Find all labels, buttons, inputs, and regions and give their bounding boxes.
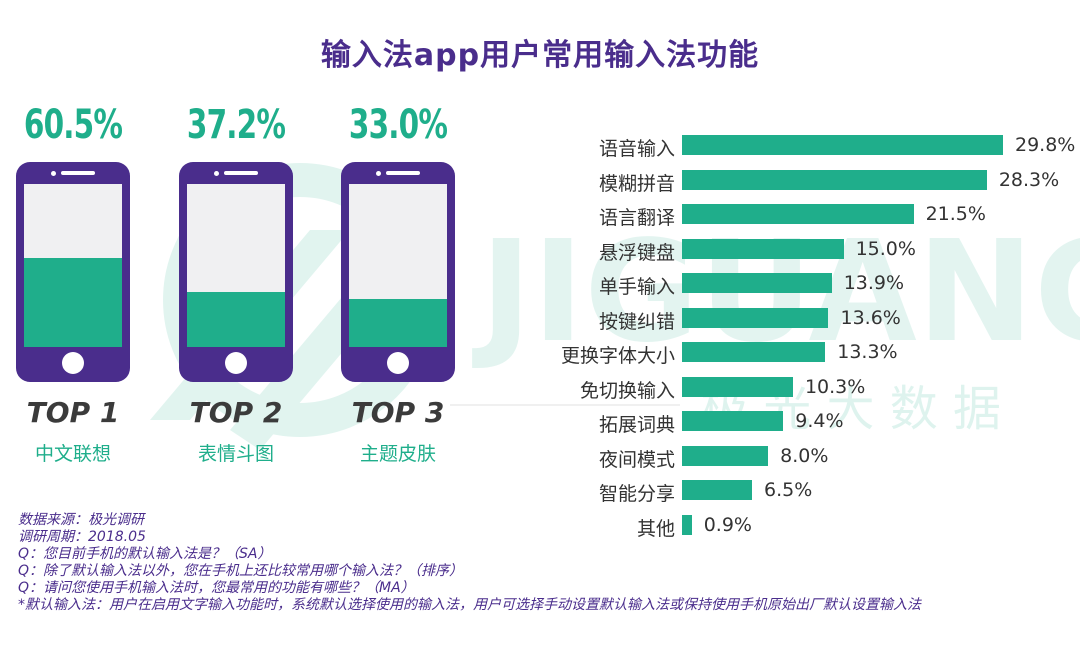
- bar-category-label: 悬浮键盘: [598, 241, 675, 264]
- note-q3: Q：请问您使用手机输入法时，您最常用的功能有哪些？（MA）: [18, 580, 415, 596]
- top-percent: 37.2%: [186, 102, 286, 148]
- bar: [682, 514, 692, 535]
- bar-value-label: 10.3%: [804, 375, 866, 398]
- phone-screen: [187, 184, 285, 347]
- bar-category-label: 单手输入: [598, 276, 675, 298]
- bar-value-label: 28.3%: [998, 168, 1060, 191]
- bar-category-label: 其他: [636, 517, 675, 540]
- bar-value-label: 8.0%: [780, 444, 829, 467]
- bar-row: 语音输入 29.8%: [430, 128, 1080, 162]
- bar: [682, 273, 832, 293]
- top-rank: TOP 1: [26, 396, 120, 429]
- bar-category-label: 语音输入: [598, 138, 675, 160]
- phone-icon: [16, 162, 130, 382]
- bar-category-label: 智能分享: [598, 483, 675, 505]
- phone-icon: [179, 162, 293, 382]
- bar-category-label: 更换字体大小: [560, 345, 675, 367]
- bar: [682, 204, 914, 224]
- bar-row: 智能分享 6.5%: [430, 473, 1080, 507]
- top-feature: 表情斗图: [197, 443, 274, 465]
- top-percent: 33.0%: [348, 102, 448, 148]
- bar-value-label: 15.0%: [855, 237, 916, 260]
- bar-row: 夜间模式 8.0%: [430, 439, 1080, 473]
- phone-screen: [24, 184, 122, 347]
- top-item-2: 37.2% TOP 2 表情斗图: [171, 100, 301, 466]
- bar-category-label: 夜间模式: [598, 448, 675, 471]
- bar-row: 其他 0.9%: [430, 508, 1080, 542]
- note-source: 数据来源：极光调研: [18, 512, 144, 528]
- top-rank: TOP 2: [189, 396, 283, 429]
- top-item-1: 60.5% TOP 1 中文联想: [8, 100, 138, 466]
- bar-row: 按键纠错 13.6%: [430, 301, 1080, 335]
- top-rank: TOP 3: [351, 396, 445, 429]
- bar: [682, 169, 987, 190]
- bar-row: 更换字体大小 13.3%: [430, 335, 1080, 369]
- bar: [682, 307, 829, 328]
- bar: [682, 411, 784, 431]
- phone-screen: [349, 184, 447, 347]
- bar: [682, 135, 1003, 155]
- bar-value-label: 13.3%: [837, 341, 898, 363]
- bar-value-label: 9.4%: [795, 410, 844, 432]
- bar: [682, 445, 769, 466]
- bar: [682, 238, 844, 259]
- bar-value-label: 13.6%: [840, 306, 901, 329]
- phone-fill-level: [349, 299, 447, 347]
- bar-category-label: 模糊拼音: [598, 172, 675, 195]
- bar-row: 悬浮键盘 15.0%: [430, 232, 1080, 266]
- bar-value-label: 13.9%: [843, 272, 905, 294]
- bar-category-label: 免切换输入: [579, 379, 675, 402]
- phone-fill-level: [24, 258, 122, 347]
- bar-row: 免切换输入 10.3%: [430, 370, 1080, 404]
- bar: [682, 376, 793, 397]
- page-title: 输入法app用户常用输入法功能: [320, 38, 760, 73]
- bar: [682, 480, 753, 500]
- bar-value-label: 6.5%: [764, 479, 813, 501]
- bar-row: 模糊拼音 28.3%: [430, 163, 1080, 197]
- footnotes: 数据来源：极光调研 调研周期：2018.05 Q：您目前手机的默认输入法是？（S…: [18, 512, 921, 614]
- phone-icon: [341, 162, 455, 382]
- bar-value-label: 0.9%: [703, 513, 752, 536]
- top-percent: 60.5%: [23, 102, 123, 148]
- top-item-3: 33.0% TOP 3 主题皮肤: [333, 100, 463, 466]
- note-period: 调研周期：2018.05: [18, 529, 146, 545]
- note-q2: Q：除了默认输入法以外，您在手机上还比较常用哪个输入法？（排序）: [18, 563, 464, 579]
- top-feature: 主题皮肤: [359, 443, 436, 465]
- bar-category-label: 拓展词典: [598, 414, 675, 436]
- bar: [682, 342, 826, 362]
- note-definition: *默认输入法：用户在启用文字输入功能时，系统默认选择使用的输入法，用户可选择手动…: [18, 597, 921, 613]
- bar-row: 单手输入 13.9%: [430, 266, 1080, 300]
- bar-row: 语言翻译 21.5%: [430, 197, 1080, 231]
- phone-fill-level: [187, 292, 285, 347]
- note-q1: Q：您目前手机的默认输入法是？（SA）: [18, 546, 272, 562]
- bar-category-label: 按键纠错: [598, 310, 675, 333]
- bar-category-label: 语言翻译: [598, 207, 675, 229]
- bar-value-label: 21.5%: [925, 203, 986, 225]
- bar-row: 拓展词典 9.4%: [430, 404, 1080, 438]
- bar-value-label: 29.8%: [1015, 134, 1076, 156]
- top-feature: 中文联想: [34, 443, 111, 465]
